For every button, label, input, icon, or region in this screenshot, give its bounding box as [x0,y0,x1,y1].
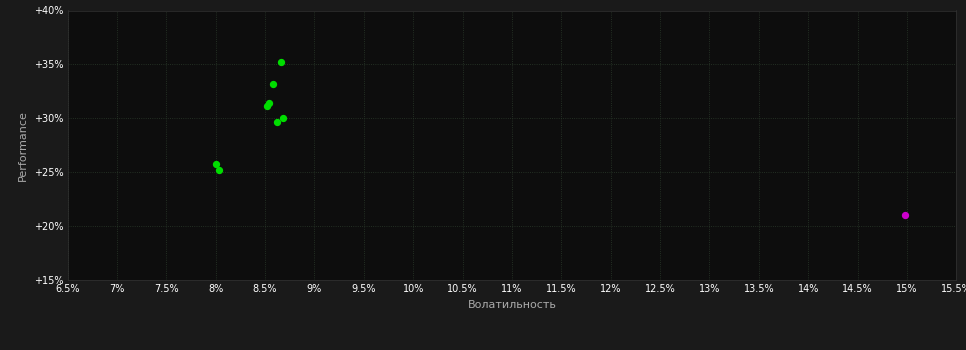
Point [259,104,274,109]
Point [266,81,281,86]
Point [208,161,223,166]
Point [262,100,277,106]
Point [273,60,289,65]
Y-axis label: Performance: Performance [18,110,28,181]
Point [275,116,291,121]
Point [211,167,226,173]
Point [270,119,285,124]
X-axis label: Волатильность: Волатильность [468,300,556,310]
Point [897,212,913,218]
